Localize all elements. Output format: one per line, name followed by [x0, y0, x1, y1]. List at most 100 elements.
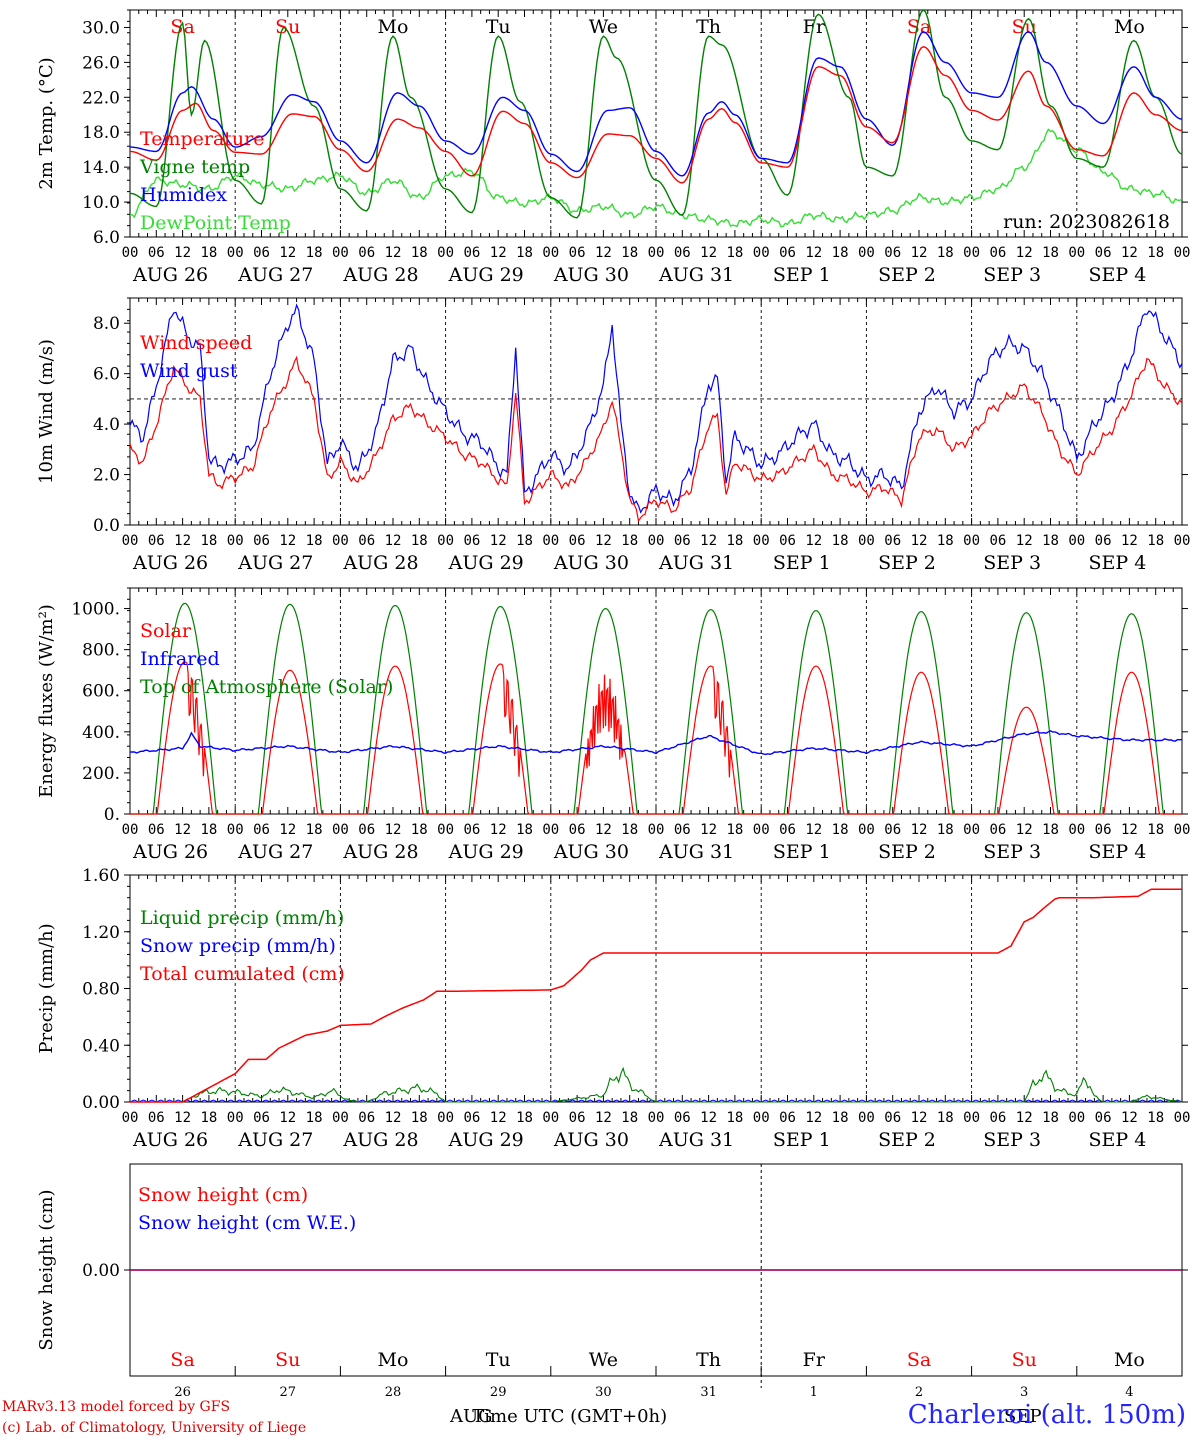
hour-tick-label: 06	[1095, 533, 1112, 549]
hour-tick-label: 06	[779, 1110, 796, 1126]
hour-tick-label: 18	[1147, 533, 1164, 549]
y-axis-label: Energy fluxes (W/m²)	[36, 604, 57, 798]
hour-tick-label: 18	[200, 533, 217, 549]
date-label: AUG 27	[237, 552, 313, 574]
legend-entry: Solar	[140, 620, 192, 642]
date-label: AUG 29	[448, 552, 524, 574]
hour-tick-label: 00	[1068, 822, 1085, 838]
y-tick-label: 6.0	[93, 228, 120, 248]
y-tick-label: 14.0	[82, 158, 120, 178]
hour-tick-label: 12	[911, 533, 928, 549]
hour-tick-label: 12	[1121, 1110, 1138, 1126]
y-axis-label: Snow height (cm)	[36, 1189, 57, 1350]
y-tick-label: 4.0	[93, 415, 120, 435]
hour-tick-label: 12	[700, 245, 717, 261]
date-label: AUG 27	[237, 1129, 313, 1151]
hour-tick-label: 12	[1016, 1110, 1033, 1126]
hour-tick-label: 12	[805, 822, 822, 838]
hour-tick-label: 06	[358, 245, 375, 261]
hour-tick-label: 12	[805, 1110, 822, 1126]
hour-tick-label: 18	[937, 822, 954, 838]
hour-tick-label: 00	[753, 245, 770, 261]
weekday-label: Mo	[1114, 1349, 1145, 1371]
date-label: AUG 28	[342, 841, 418, 863]
hour-tick-label: 18	[306, 822, 323, 838]
hour-tick-label: 18	[306, 1110, 323, 1126]
hour-tick-label: 00	[437, 533, 454, 549]
hour-tick-label: 12	[174, 245, 191, 261]
weekday-label: We	[589, 1349, 618, 1371]
hour-tick-label: 18	[200, 822, 217, 838]
weekday-label: Su	[275, 16, 300, 38]
series-temperature	[130, 45, 1182, 184]
hour-tick-label: 00	[122, 1110, 139, 1126]
y-tick-label: 0.	[104, 805, 120, 825]
weekday-label: Su	[1012, 1349, 1037, 1371]
hour-tick-label: 18	[621, 245, 638, 261]
y-tick-label: 800.	[82, 641, 120, 661]
hour-tick-label: 18	[1147, 822, 1164, 838]
hour-tick-label: 00	[1068, 533, 1085, 549]
hour-tick-label: 12	[700, 822, 717, 838]
station-name: Charleroi (alt. 150m)	[907, 1400, 1186, 1430]
weekday-label: Tu	[486, 1349, 511, 1371]
hour-tick-label: 06	[989, 533, 1006, 549]
hour-tick-label: 06	[1095, 1110, 1112, 1126]
hour-tick-label: 06	[884, 245, 901, 261]
hour-tick-label: 00	[858, 245, 875, 261]
day-number-label: 2	[915, 1385, 923, 1400]
date-label: AUG 29	[448, 264, 524, 286]
hour-tick-label: 12	[174, 533, 191, 549]
hour-tick-label: 18	[411, 822, 428, 838]
legend-entry: Liquid precip (mm/h)	[140, 907, 344, 929]
hour-tick-label: 12	[595, 1110, 612, 1126]
date-label: SEP 2	[878, 552, 936, 574]
hour-tick-label: 00	[1174, 1110, 1191, 1126]
hour-tick-label: 12	[385, 822, 402, 838]
y-tick-label: 22.0	[82, 88, 120, 108]
date-label: SEP 3	[983, 841, 1041, 863]
hour-tick-label: 00	[227, 533, 244, 549]
date-label: SEP 4	[1088, 841, 1146, 863]
weekday-label: Tu	[486, 16, 511, 38]
legend-entry: Humidex	[140, 184, 227, 206]
date-label: SEP 4	[1088, 1129, 1146, 1151]
y-tick-label: 1.60	[82, 866, 120, 886]
hour-tick-label: 18	[621, 1110, 638, 1126]
hour-tick-label: 06	[569, 822, 586, 838]
hour-tick-label: 00	[858, 533, 875, 549]
series-infrared	[129, 730, 1183, 756]
hour-tick-label: 00	[1068, 1110, 1085, 1126]
panel-3: 0. 200. 400. 600. 800. 1000. Energy fluxes (W/…	[36, 587, 1190, 863]
legend-entry: Total cumulated (cm)	[140, 963, 345, 985]
hour-tick-label: 06	[674, 1110, 691, 1126]
hour-tick-label: 12	[911, 1110, 928, 1126]
hour-tick-label: 12	[279, 533, 296, 549]
hour-tick-label: 18	[1042, 533, 1059, 549]
hour-tick-label: 18	[306, 245, 323, 261]
hour-tick-label: 12	[1016, 533, 1033, 549]
hour-tick-label: 12	[490, 1110, 507, 1126]
weekday-label: Fr	[803, 16, 826, 38]
hour-tick-label: 00	[332, 245, 349, 261]
y-tick-label: 0.0	[93, 516, 120, 536]
hour-tick-label: 18	[516, 822, 533, 838]
day-number-label: 4	[1125, 1385, 1133, 1400]
series-wind-speed	[129, 355, 1183, 523]
date-label: AUG 30	[553, 552, 629, 574]
hour-tick-label: 00	[542, 822, 559, 838]
day-number-label: 30	[595, 1385, 612, 1400]
weekday-label: Sa	[170, 1349, 194, 1371]
y-tick-label: 0.00	[82, 1261, 120, 1281]
date-label: AUG 30	[553, 264, 629, 286]
y-tick-label: 400.	[82, 723, 120, 743]
hour-tick-label: 00	[753, 533, 770, 549]
hour-tick-label: 00	[858, 1110, 875, 1126]
date-label: AUG 28	[342, 552, 418, 574]
date-label: SEP 1	[773, 841, 831, 863]
legend-entry: Vigne temp	[139, 156, 250, 178]
hour-tick-label: 12	[490, 245, 507, 261]
footer-month-aug: AUG	[450, 1406, 493, 1427]
day-number-label: 26	[174, 1385, 191, 1400]
hour-tick-label: 18	[516, 533, 533, 549]
